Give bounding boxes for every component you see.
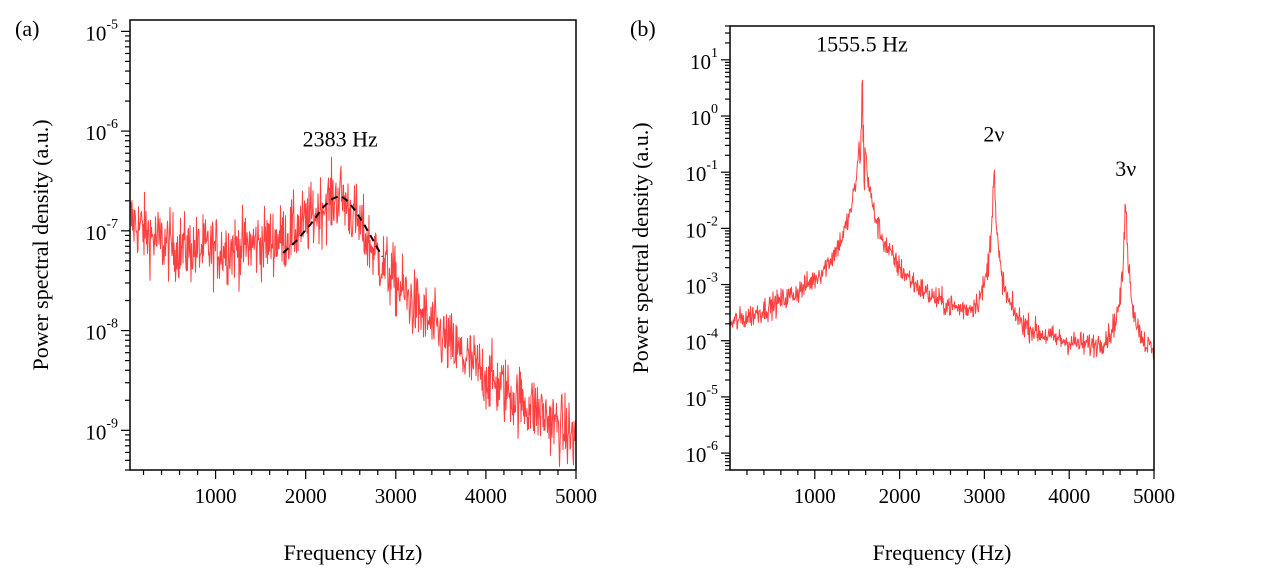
y-tick-exponent: 0 <box>711 102 718 117</box>
y-tick-exponent: -3 <box>706 271 718 286</box>
y-tick-base: 10 <box>85 121 106 145</box>
panel-label: (b) <box>630 16 656 41</box>
y-tick-base: 10 <box>690 50 711 74</box>
chart-panel-a: (a)1000 2000 3000 4000 500010-910-810-710-61… <box>15 16 597 565</box>
x-tick-label: 4000 <box>465 484 507 508</box>
y-tick-exponent: -4 <box>706 327 718 342</box>
y-tick-label: 10-9 <box>85 416 118 444</box>
peak-annotation: 2ν <box>983 122 1004 147</box>
y-tick-exponent: -6 <box>706 439 718 454</box>
y-tick-label: 10-6 <box>85 117 118 145</box>
y-tick-exponent: -2 <box>706 214 718 229</box>
spectrum-series-line <box>730 79 1154 360</box>
y-tick-label: 100 <box>690 102 718 130</box>
panel-label: (a) <box>15 16 39 41</box>
y-tick-base: 10 <box>85 221 106 245</box>
y-tick-label: 10-6 <box>685 439 718 467</box>
x-tick-label: 5000 <box>1133 484 1175 508</box>
y-tick-exponent: -5 <box>706 383 718 398</box>
y-tick-base: 10 <box>685 218 706 242</box>
plot-frame <box>729 25 1155 471</box>
y-tick-exponent: 1 <box>711 46 718 61</box>
spectrum-series-line <box>130 156 576 467</box>
fit-dashed-line <box>282 194 384 258</box>
plot-frame <box>129 19 577 471</box>
y-tick-base: 10 <box>85 420 106 444</box>
y-tick-label: 10-7 <box>85 217 118 245</box>
peak-annotation: 1555.5 Hz <box>816 32 908 57</box>
chart-panel-b: (b)1000 2000 3000 4000 500010-610-510-410-31… <box>628 16 1175 565</box>
x-tick-label: 2000 <box>285 484 327 508</box>
x-tick-label: 4000 <box>1048 484 1090 508</box>
x-tick-label: 1000 <box>195 484 237 508</box>
y-tick-label: 10-1 <box>685 158 718 186</box>
y-tick-exponent: -5 <box>106 17 118 32</box>
x-tick-label: 2000 <box>879 484 921 508</box>
y-tick-base: 10 <box>685 331 706 355</box>
y-tick-label: 10-2 <box>685 214 718 242</box>
y-tick-base: 10 <box>685 162 706 186</box>
y-tick-label: 10-5 <box>685 383 718 411</box>
y-tick-base: 10 <box>85 21 106 45</box>
y-tick-exponent: -7 <box>106 217 118 232</box>
y-tick-label: 10-4 <box>685 327 718 355</box>
x-tick-label: 5000 <box>555 484 597 508</box>
y-tick-base: 10 <box>685 275 706 299</box>
y-tick-label: 101 <box>690 46 718 74</box>
y-tick-exponent: -6 <box>106 117 118 132</box>
x-axis-title: Frequency (Hz) <box>284 540 423 565</box>
y-tick-label: 10-3 <box>685 271 718 299</box>
x-tick-label: 1000 <box>794 484 836 508</box>
y-tick-base: 10 <box>685 443 706 467</box>
y-tick-exponent: -9 <box>106 416 118 431</box>
y-tick-base: 10 <box>85 321 106 345</box>
x-axis-title: Frequency (Hz) <box>873 540 1012 565</box>
y-axis-title: Power spectral density (a.u.) <box>628 122 653 373</box>
y-tick-exponent: -8 <box>106 317 118 332</box>
y-tick-exponent: -1 <box>706 158 718 173</box>
y-tick-base: 10 <box>690 106 711 130</box>
x-tick-label: 3000 <box>375 484 417 508</box>
y-axis-title: Power spectral density (a.u.) <box>28 119 53 370</box>
peak-annotation: 3ν <box>1115 156 1136 181</box>
y-tick-base: 10 <box>685 387 706 411</box>
peak-annotation: 2383 Hz <box>303 127 378 152</box>
y-tick-label: 10-5 <box>85 17 118 45</box>
y-tick-label: 10-8 <box>85 317 118 345</box>
x-tick-label: 3000 <box>963 484 1005 508</box>
